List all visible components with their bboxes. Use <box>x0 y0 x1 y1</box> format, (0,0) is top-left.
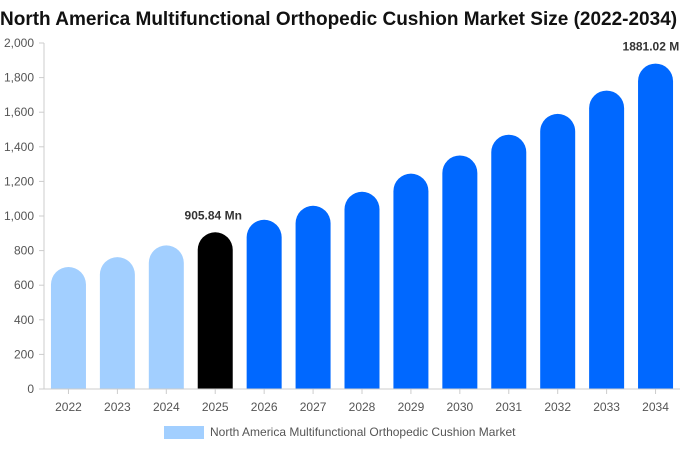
data-label-2034: 1881.02 Mn <box>623 40 680 54</box>
legend: North America Multifunctional Orthopedic… <box>164 425 515 439</box>
data-label-2025: 905.84 Mn <box>185 208 242 222</box>
x-tick-label-2023: 2023 <box>104 400 131 414</box>
y-tick-label: 800 <box>14 244 34 258</box>
x-tick-label-2034: 2034 <box>642 400 669 414</box>
y-tick-label: 1,000 <box>4 209 34 223</box>
data-labels-group: 905.84 Mn 1881.02 Mn <box>185 40 680 223</box>
y-tick-label: 600 <box>14 278 34 292</box>
bar-2022 <box>50 267 86 389</box>
bar-2023 <box>99 257 135 389</box>
x-tick-label-2026: 2026 <box>251 400 278 414</box>
bar-2024 <box>148 245 184 389</box>
x-tick-label-2028: 2028 <box>349 400 376 414</box>
y-tick-label: 2,000 <box>4 36 34 50</box>
y-tick-label: 1,200 <box>4 174 34 188</box>
chart-title: North America Multifunctional Orthopedic… <box>0 9 678 30</box>
x-tick-label-2032: 2032 <box>544 400 571 414</box>
x-tick-label-2022: 2022 <box>55 400 82 414</box>
x-axis: 2022 2023 2024 2025 2026 2027 2028 2029 2030 2031… <box>44 388 680 414</box>
legend-label: North America Multifunctional Orthopedic… <box>210 425 516 439</box>
x-tick-label-2027: 2027 <box>300 400 327 414</box>
y-tick-label: 400 <box>14 313 34 327</box>
bar-2031 <box>491 134 527 389</box>
bar-2028 <box>344 191 380 389</box>
bar-2027 <box>295 205 331 389</box>
y-tick-label: 1,600 <box>4 105 34 119</box>
bar-2030 <box>442 155 478 389</box>
y-tick-label: 200 <box>14 347 34 361</box>
x-tick-label-2024: 2024 <box>153 400 180 414</box>
bar-2026 <box>246 219 282 389</box>
y-axis: 0 200 400 600 800 1,000 1,200 1,400 1,600 1,800 2,… <box>4 36 45 396</box>
bar-2032 <box>540 113 576 389</box>
y-tick-label: 1,800 <box>4 71 34 85</box>
bar-2033 <box>589 90 625 389</box>
x-tick-label-2031: 2031 <box>495 400 522 414</box>
x-tick-label-2029: 2029 <box>398 400 425 414</box>
x-tick-label-2030: 2030 <box>446 400 473 414</box>
bar-2034 <box>638 63 674 390</box>
bars-group <box>50 63 674 390</box>
legend-swatch <box>164 425 204 439</box>
x-tick-label-2033: 2033 <box>593 400 620 414</box>
x-tick-label-2025: 2025 <box>202 400 229 414</box>
y-tick-label: 0 <box>27 382 34 396</box>
bar-2029 <box>393 173 429 389</box>
y-tick-label: 1,400 <box>4 140 34 154</box>
bar-2025 <box>197 232 233 389</box>
